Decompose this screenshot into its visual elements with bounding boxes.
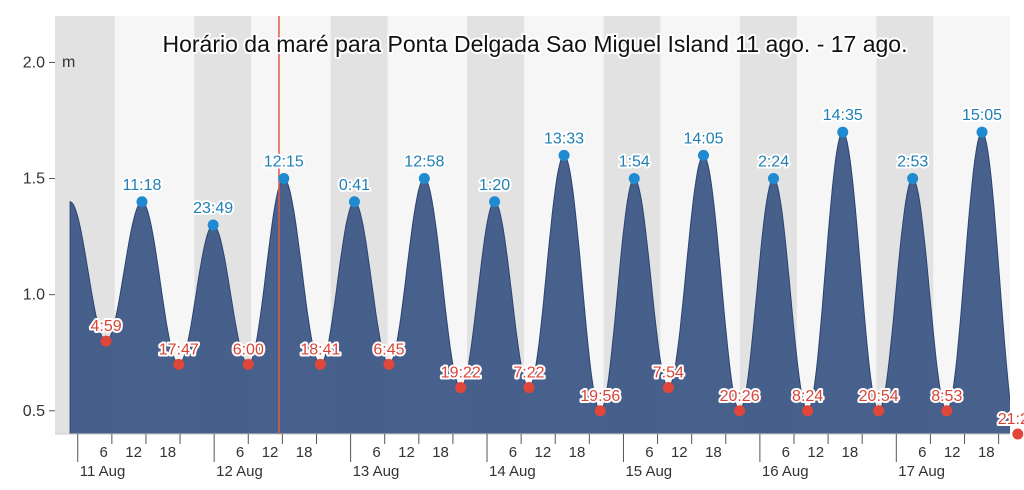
- hour-tick-label: 18: [842, 444, 859, 461]
- low-tide-time-label: 20:54: [859, 388, 899, 405]
- hour-tick-label: 6: [372, 444, 380, 461]
- low-tide-marker: [173, 358, 185, 370]
- hour-tick-label: 12: [262, 444, 279, 461]
- low-tide-marker: [873, 405, 885, 417]
- low-tide-time-label: 20:26: [720, 388, 760, 405]
- high-tide-time-label: 15:05: [962, 107, 1002, 124]
- y-axis: 0.5 1.0 1.5 2.0: [23, 54, 55, 420]
- high-tide-marker: [558, 149, 570, 161]
- low-tide-marker: [100, 335, 112, 347]
- low-tide-time-label: 6:45: [373, 341, 404, 358]
- high-tide-time-label: 2:53: [897, 154, 928, 171]
- high-tide-time-label: 1:54: [619, 154, 650, 171]
- low-tide-time-label: 7:54: [653, 365, 684, 382]
- low-tide-marker: [242, 358, 254, 370]
- high-tide-time-label: 11:18: [123, 177, 162, 194]
- day-label: 13 Aug: [353, 463, 400, 480]
- hour-tick-label: 6: [236, 444, 244, 461]
- high-tide-time-label: 23:49: [193, 200, 233, 217]
- high-tide-marker: [907, 173, 919, 185]
- hour-tick-label: 18: [569, 444, 586, 461]
- high-tide-marker: [278, 173, 290, 185]
- high-tide-time-label: 12:58: [404, 154, 444, 171]
- hour-tick-label: 6: [645, 444, 653, 461]
- high-tide-time-label: 2:24: [758, 154, 789, 171]
- hour-tick-label: 18: [705, 444, 722, 461]
- day-label: 16 Aug: [762, 463, 809, 480]
- hour-tick-label: 12: [944, 444, 961, 461]
- low-tide-marker: [594, 405, 606, 417]
- high-tide-marker: [418, 173, 430, 185]
- high-tide-marker: [489, 196, 501, 208]
- low-tide-marker: [1012, 428, 1024, 440]
- low-tide-marker: [662, 382, 674, 394]
- low-tide-time-label: 8:24: [792, 388, 823, 405]
- day-label: 15 Aug: [625, 463, 672, 480]
- y-tick-label: 1.0: [23, 287, 45, 304]
- hour-tick-label: 12: [807, 444, 824, 461]
- chart-title: Horário da maré para Ponta Delgada Sao M…: [163, 31, 908, 57]
- low-tide-time-label: 21:22: [998, 411, 1024, 428]
- hour-tick-label: 6: [782, 444, 790, 461]
- low-tide-time-label: 4:59: [90, 318, 121, 335]
- high-tide-time-label: 12:15: [264, 154, 304, 171]
- high-tide-time-label: 1:20: [479, 177, 510, 194]
- hour-tick-label: 12: [398, 444, 415, 461]
- hour-tick-label: 6: [100, 444, 108, 461]
- high-tide-time-label: 14:35: [823, 107, 863, 124]
- hour-tick-label: 18: [978, 444, 995, 461]
- y-tick-label: 0.5: [23, 403, 45, 420]
- y-axis-unit: m: [62, 54, 75, 71]
- hour-tick-label: 18: [296, 444, 313, 461]
- y-tick-label: 1.5: [23, 171, 45, 188]
- high-tide-marker: [837, 126, 849, 138]
- high-tide-time-label: 14:05: [683, 130, 723, 147]
- high-tide-marker: [697, 149, 709, 161]
- low-tide-marker: [941, 405, 953, 417]
- low-tide-time-label: 7:22: [513, 365, 544, 382]
- hour-tick-label: 12: [125, 444, 142, 461]
- high-tide-marker: [348, 196, 360, 208]
- low-tide-marker: [455, 382, 467, 394]
- high-tide-marker: [136, 196, 148, 208]
- low-tide-time-label: 17:47: [159, 341, 199, 358]
- hour-tick-label: 6: [918, 444, 926, 461]
- day-label: 12 Aug: [216, 463, 263, 480]
- day-label: 11 Aug: [80, 463, 126, 480]
- low-tide-marker: [314, 358, 326, 370]
- high-tide-time-label: 0:41: [339, 177, 370, 194]
- hour-tick-label: 12: [671, 444, 688, 461]
- low-tide-time-label: 8:53: [931, 388, 962, 405]
- y-tick-label: 2.0: [23, 54, 45, 71]
- day-label: 17 Aug: [898, 463, 945, 480]
- high-tide-marker: [207, 219, 219, 231]
- low-tide-time-label: 18:41: [300, 341, 340, 358]
- hour-tick-label: 12: [535, 444, 552, 461]
- high-tide-time-label: 13:33: [544, 130, 584, 147]
- x-axis: 11 Aug 12 Aug 13 Aug 14 Aug 15 Aug 16 Aug 17 A…: [55, 433, 1010, 480]
- hour-tick-label: 18: [432, 444, 449, 461]
- high-tide-marker: [976, 126, 988, 138]
- hour-tick-label: 18: [159, 444, 176, 461]
- low-tide-marker: [802, 405, 814, 417]
- low-tide-time-label: 19:56: [580, 388, 620, 405]
- low-tide-marker: [523, 382, 535, 394]
- low-tide-time-label: 19:22: [441, 365, 481, 382]
- low-tide-marker: [734, 405, 746, 417]
- low-tide-marker: [383, 358, 395, 370]
- tide-extreme-markers: 4:59 11:18 17:47 23:49 6:00 12:15 18:41 0:41 6:4…: [88, 105, 1024, 440]
- high-tide-marker: [628, 173, 640, 185]
- low-tide-time-label: 6:00: [233, 341, 264, 358]
- high-tide-marker: [768, 173, 780, 185]
- hour-tick-label: 6: [509, 444, 517, 461]
- day-label: 14 Aug: [489, 463, 536, 480]
